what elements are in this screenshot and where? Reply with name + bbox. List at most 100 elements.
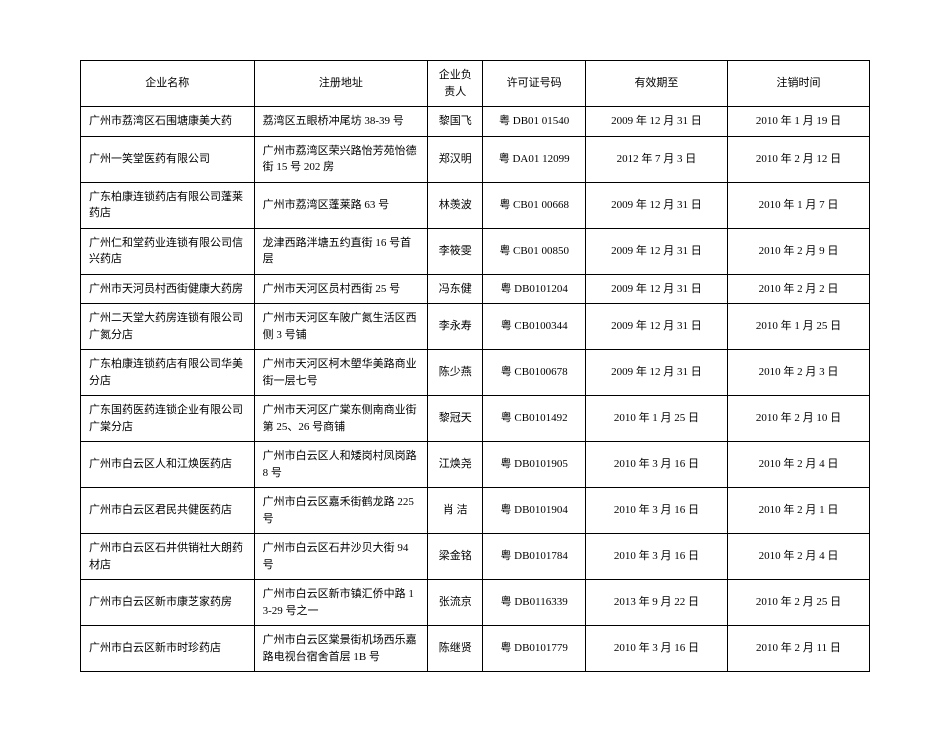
table-cell: 广州市白云区新市镇汇侨中路 13-29 号之一 bbox=[254, 580, 428, 626]
table-cell: 粤 DA01 12099 bbox=[483, 136, 586, 182]
table-cell: 肖 洁 bbox=[428, 488, 483, 534]
table-cell: 粤 DB0101905 bbox=[483, 442, 586, 488]
table-cell: 荔湾区五眼桥冲尾坊 38-39 号 bbox=[254, 107, 428, 137]
table-cell: 粤 CB01 00668 bbox=[483, 182, 586, 228]
col-header-name: 企业名称 bbox=[81, 61, 255, 107]
table-cell: 广州市白云区新市时珍药店 bbox=[81, 626, 255, 672]
data-table: 企业名称 注册地址 企业负责人 许可证号码 有效期至 注销时间 广州市荔湾区石围… bbox=[80, 60, 870, 672]
table-cell: 2010 年 1 月 7 日 bbox=[727, 182, 869, 228]
table-body: 广州市荔湾区石围塘康美大药荔湾区五眼桥冲尾坊 38-39 号黎国飞粤 DB01 … bbox=[81, 107, 870, 672]
table-cell: 2010 年 2 月 11 日 bbox=[727, 626, 869, 672]
table-cell: 广州市天河区柯木塱华美路商业街一层七号 bbox=[254, 350, 428, 396]
table-cell: 李筱雯 bbox=[428, 228, 483, 274]
table-cell: 2010 年 2 月 3 日 bbox=[727, 350, 869, 396]
table-cell: 广州仁和堂药业连锁有限公司信兴药店 bbox=[81, 228, 255, 274]
table-cell: 2010 年 1 月 25 日 bbox=[727, 304, 869, 350]
table-cell: 龙津西路泮塘五约直街 16 号首层 bbox=[254, 228, 428, 274]
table-header-row: 企业名称 注册地址 企业负责人 许可证号码 有效期至 注销时间 bbox=[81, 61, 870, 107]
table-cell: 2010 年 3 月 16 日 bbox=[585, 626, 727, 672]
table-row: 广东柏康连锁药店有限公司蓬莱药店广州市荔湾区蓬莱路 63 号林羡波粤 CB01 … bbox=[81, 182, 870, 228]
table-row: 广州仁和堂药业连锁有限公司信兴药店龙津西路泮塘五约直街 16 号首层李筱雯粤 C… bbox=[81, 228, 870, 274]
table-cell: 广州市荔湾区蓬莱路 63 号 bbox=[254, 182, 428, 228]
table-cell: 2010 年 2 月 4 日 bbox=[727, 534, 869, 580]
table-cell: 2009 年 12 月 31 日 bbox=[585, 350, 727, 396]
table-cell: 2010 年 3 月 16 日 bbox=[585, 442, 727, 488]
table-cell: 广州市荔湾区荣兴路怡芳苑怡德街 15 号 202 房 bbox=[254, 136, 428, 182]
table-cell: 2010 年 1 月 19 日 bbox=[727, 107, 869, 137]
table-cell: 2010 年 2 月 9 日 bbox=[727, 228, 869, 274]
table-cell: 广州市白云区君民共健医药店 bbox=[81, 488, 255, 534]
table-cell: 广东柏康连锁药店有限公司蓬莱药店 bbox=[81, 182, 255, 228]
table-cell: 陈少燕 bbox=[428, 350, 483, 396]
table-row: 广州市荔湾区石围塘康美大药荔湾区五眼桥冲尾坊 38-39 号黎国飞粤 DB01 … bbox=[81, 107, 870, 137]
table-cell: 广州市白云区人和江焕医药店 bbox=[81, 442, 255, 488]
table-cell: 广州市白云区人和矮岗村凤岗路 8 号 bbox=[254, 442, 428, 488]
table-row: 广州市白云区新市时珍药店广州市白云区棠景街机场西乐嘉路电视台宿舍首层 1B 号陈… bbox=[81, 626, 870, 672]
table-cell: 广州市天河区广棠东侧南商业街第 25、26 号商铺 bbox=[254, 396, 428, 442]
table-cell: 黎冠天 bbox=[428, 396, 483, 442]
table-cell: 冯东健 bbox=[428, 274, 483, 304]
table-cell: 广州市白云区新市康芝家药房 bbox=[81, 580, 255, 626]
table-row: 广州二天堂大药房连锁有限公司广氮分店广州市天河区车陂广氮生活区西侧 3 号铺李永… bbox=[81, 304, 870, 350]
table-cell: 广东国药医药连锁企业有限公司广棠分店 bbox=[81, 396, 255, 442]
table-cell: 2009 年 12 月 31 日 bbox=[585, 182, 727, 228]
table-row: 广州市白云区君民共健医药店广州市白云区嘉禾街鹤龙路 225 号肖 洁粤 DB01… bbox=[81, 488, 870, 534]
table-cell: 2009 年 12 月 31 日 bbox=[585, 107, 727, 137]
table-cell: 2010 年 3 月 16 日 bbox=[585, 534, 727, 580]
table-cell: 2010 年 2 月 25 日 bbox=[727, 580, 869, 626]
table-cell: 粤 CB0100678 bbox=[483, 350, 586, 396]
table-cell: 粤 CB0101492 bbox=[483, 396, 586, 442]
table-cell: 2009 年 12 月 31 日 bbox=[585, 274, 727, 304]
table-row: 广州市白云区新市康芝家药房广州市白云区新市镇汇侨中路 13-29 号之一张流京粤… bbox=[81, 580, 870, 626]
table-cell: 粤 DB0116339 bbox=[483, 580, 586, 626]
table-cell: 广州一笑堂医药有限公司 bbox=[81, 136, 255, 182]
table-cell: 梁金铭 bbox=[428, 534, 483, 580]
table-cell: 粤 DB0101779 bbox=[483, 626, 586, 672]
table-cell: 郑汉明 bbox=[428, 136, 483, 182]
table-cell: 粤 DB0101784 bbox=[483, 534, 586, 580]
col-header-addr: 注册地址 bbox=[254, 61, 428, 107]
table-cell: 粤 CB0100344 bbox=[483, 304, 586, 350]
col-header-cancel: 注销时间 bbox=[727, 61, 869, 107]
table-row: 广州市白云区石井供销社大朗药材店广州市白云区石井沙贝大街 94 号梁金铭粤 DB… bbox=[81, 534, 870, 580]
table-row: 广东国药医药连锁企业有限公司广棠分店广州市天河区广棠东侧南商业街第 25、26 … bbox=[81, 396, 870, 442]
table-cell: 广东柏康连锁药店有限公司华美分店 bbox=[81, 350, 255, 396]
table-row: 广州市天河员村西街健康大药房广州市天河区员村西街 25 号冯东健粤 DB0101… bbox=[81, 274, 870, 304]
table-cell: 2010 年 2 月 10 日 bbox=[727, 396, 869, 442]
table-cell: 张流京 bbox=[428, 580, 483, 626]
table-cell: 广州市天河区车陂广氮生活区西侧 3 号铺 bbox=[254, 304, 428, 350]
col-header-expiry: 有效期至 bbox=[585, 61, 727, 107]
col-header-license: 许可证号码 bbox=[483, 61, 586, 107]
table-cell: 粤 DB0101204 bbox=[483, 274, 586, 304]
table-cell: 广州市白云区棠景街机场西乐嘉路电视台宿舍首层 1B 号 bbox=[254, 626, 428, 672]
table-cell: 广州市白云区石井供销社大朗药材店 bbox=[81, 534, 255, 580]
table-cell: 2013 年 9 月 22 日 bbox=[585, 580, 727, 626]
table-cell: 粤 DB0101904 bbox=[483, 488, 586, 534]
table-row: 广州市白云区人和江焕医药店广州市白云区人和矮岗村凤岗路 8 号江焕尧粤 DB01… bbox=[81, 442, 870, 488]
table-cell: 2010 年 2 月 2 日 bbox=[727, 274, 869, 304]
table-cell: 广州市白云区嘉禾街鹤龙路 225 号 bbox=[254, 488, 428, 534]
table-cell: 黎国飞 bbox=[428, 107, 483, 137]
table-cell: 广州市天河区员村西街 25 号 bbox=[254, 274, 428, 304]
table-cell: 江焕尧 bbox=[428, 442, 483, 488]
table-cell: 2010 年 1 月 25 日 bbox=[585, 396, 727, 442]
table-cell: 广州二天堂大药房连锁有限公司广氮分店 bbox=[81, 304, 255, 350]
table-cell: 粤 CB01 00850 bbox=[483, 228, 586, 274]
table-cell: 李永寿 bbox=[428, 304, 483, 350]
table-row: 广州一笑堂医药有限公司广州市荔湾区荣兴路怡芳苑怡德街 15 号 202 房郑汉明… bbox=[81, 136, 870, 182]
table-cell: 2012 年 7 月 3 日 bbox=[585, 136, 727, 182]
table-cell: 2009 年 12 月 31 日 bbox=[585, 304, 727, 350]
table-cell: 2009 年 12 月 31 日 bbox=[585, 228, 727, 274]
table-cell: 2010 年 2 月 12 日 bbox=[727, 136, 869, 182]
table-cell: 广州市白云区石井沙贝大街 94 号 bbox=[254, 534, 428, 580]
table-cell: 2010 年 3 月 16 日 bbox=[585, 488, 727, 534]
table-row: 广东柏康连锁药店有限公司华美分店广州市天河区柯木塱华美路商业街一层七号陈少燕粤 … bbox=[81, 350, 870, 396]
table-cell: 广州市天河员村西街健康大药房 bbox=[81, 274, 255, 304]
table-cell: 2010 年 2 月 4 日 bbox=[727, 442, 869, 488]
table-cell: 广州市荔湾区石围塘康美大药 bbox=[81, 107, 255, 137]
table-cell: 2010 年 2 月 1 日 bbox=[727, 488, 869, 534]
table-cell: 林羡波 bbox=[428, 182, 483, 228]
col-header-person: 企业负责人 bbox=[428, 61, 483, 107]
table-cell: 陈继贤 bbox=[428, 626, 483, 672]
table-cell: 粤 DB01 01540 bbox=[483, 107, 586, 137]
